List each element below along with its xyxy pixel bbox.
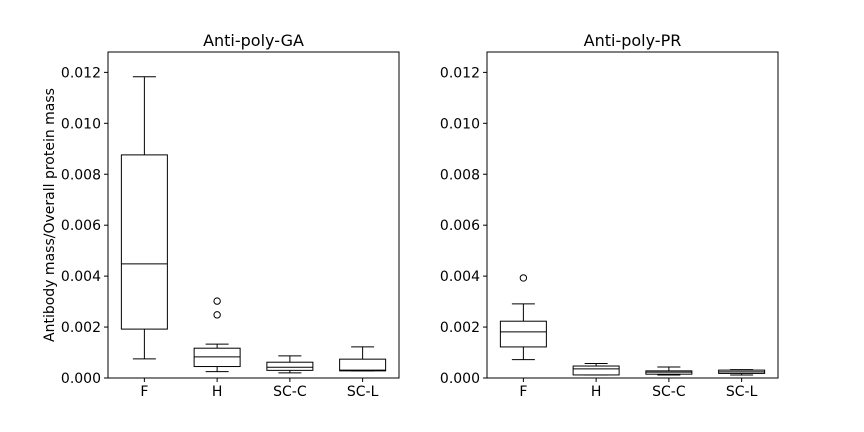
iqr-box — [499, 320, 547, 348]
x-tick-label: F — [140, 384, 148, 400]
chart-title: Anti-poly-PR — [584, 31, 682, 50]
iqr-box — [339, 358, 387, 372]
y-tick-label: 0.010 — [61, 116, 101, 132]
box-f — [120, 76, 168, 360]
chart-panel-2: Anti-poly-PR 0.000 0.002 0.004 0.006 0.008 0.0… — [440, 31, 779, 400]
y-tick-label: 0.008 — [440, 167, 480, 183]
chart-panel-1: Anti-poly-GA Antibody mass/Overall protei… — [42, 31, 400, 400]
y-tick-label: 0.010 — [440, 116, 480, 132]
x-tick-label: SC-L — [347, 384, 379, 400]
y-tick-label: 0.000 — [61, 371, 101, 387]
box-sc-c — [266, 355, 314, 374]
y-tick-label: 0.004 — [440, 269, 480, 285]
outlier-point — [213, 297, 221, 305]
y-tick-label: 0.006 — [440, 218, 480, 234]
y-tick-label: 0.006 — [61, 218, 101, 234]
chart-title: Anti-poly-GA — [203, 31, 304, 50]
iqr-box — [193, 347, 241, 368]
y-tick-label: 0.002 — [61, 320, 101, 336]
outlier-point — [213, 311, 221, 319]
y-axis-label: Antibody mass/Overall protein mass — [42, 88, 58, 342]
y-tick-label: 0.004 — [61, 269, 101, 285]
x-tick-label: SC-C — [273, 384, 307, 400]
y-tick-label: 0.002 — [440, 320, 480, 336]
iqr-box — [120, 154, 168, 330]
y-tick-label: 0.000 — [440, 371, 480, 387]
x-tick-label: SC-C — [652, 384, 686, 400]
box-sc-l — [718, 369, 766, 376]
x-tick-label: H — [591, 384, 602, 400]
axes-frame — [486, 51, 779, 379]
iqr-box — [572, 365, 620, 376]
y-tick-label: 0.012 — [440, 65, 480, 81]
x-tick-label: F — [519, 384, 527, 400]
box-h — [193, 297, 241, 373]
outlier-point — [519, 274, 528, 282]
y-tick-label: 0.008 — [61, 167, 101, 183]
box-h — [572, 362, 620, 376]
axes-frame — [107, 51, 400, 379]
box-sc-c — [645, 366, 693, 376]
box-f — [499, 274, 547, 361]
x-tick-label: H — [212, 384, 223, 400]
x-tick-label: SC-L — [726, 384, 758, 400]
y-tick-label: 0.012 — [61, 65, 101, 81]
box-sc-l — [339, 346, 387, 372]
iqr-box — [266, 361, 314, 371]
